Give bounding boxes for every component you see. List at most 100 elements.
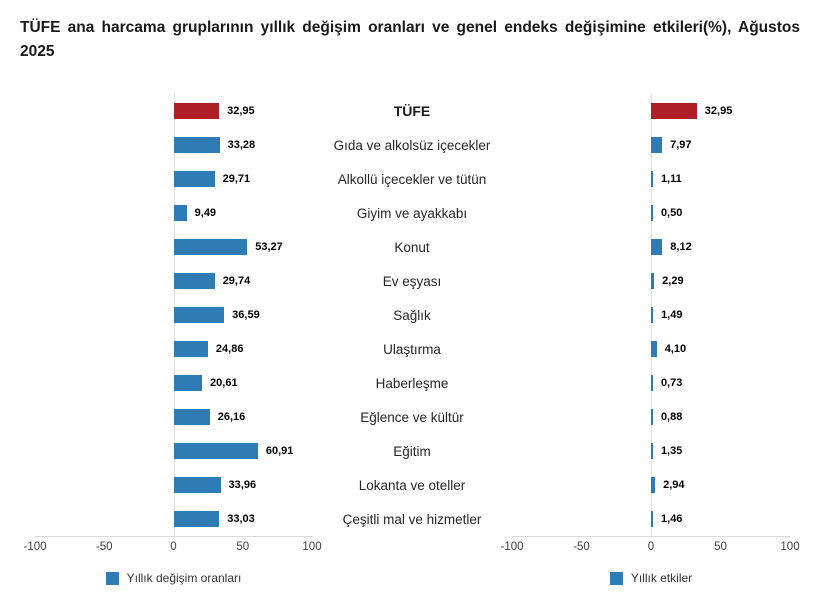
bar-row: 0,88 — [512, 400, 790, 434]
bar-row: 0,50 — [512, 196, 790, 230]
rate-bar — [173, 477, 221, 494]
rate-bar — [173, 511, 220, 528]
rate-bar — [173, 341, 208, 358]
value-label: 36,59 — [232, 309, 260, 322]
bar-row: 9,49 — [35, 196, 312, 230]
rate-bar — [173, 409, 210, 426]
value-label: 0,50 — [660, 207, 683, 220]
value-label: 7,97 — [670, 139, 692, 152]
value-label: 24,86 — [215, 343, 244, 356]
effect-bar — [651, 511, 654, 528]
axis-tick: -100 — [23, 541, 47, 554]
legend-label-rates: Yıllık değişim oranları — [126, 571, 242, 586]
category-labels-column: TÜFE Gıda ve alkolsüz içecekler Alkollü iç… — [312, 94, 512, 585]
axis-tick: -100 — [500, 541, 524, 554]
value-label: 29,71 — [222, 173, 251, 186]
category-label: Haberleşme — [375, 375, 449, 391]
value-label: 33,28 — [227, 139, 256, 152]
category-label: Gıda ve alkolsüz içecekler — [333, 137, 491, 153]
effect-bar — [651, 273, 655, 290]
bar-row: 8,12 — [512, 230, 790, 264]
bar-row: 1,46 — [512, 502, 790, 536]
category-label: Ulaştırma — [383, 341, 441, 357]
effect-bar — [651, 341, 657, 358]
rate-bar — [173, 239, 248, 256]
value-label: 2,94 — [663, 479, 685, 492]
legend-label-effects: Yıllık etkiler — [630, 571, 693, 586]
value-label: 9,49 — [194, 207, 217, 220]
axis-tick: -50 — [95, 541, 113, 554]
bar-row: 2,29 — [512, 264, 790, 298]
charts-area: 32,95 33,28 29,71 9,49 53,27 29,74 36,59 24,86 2… — [23, 94, 818, 585]
category-label: Lokanta ve oteller — [358, 477, 466, 493]
bar-row: 26,16 — [35, 400, 312, 434]
value-label: 33,96 — [228, 479, 257, 492]
rate-bar — [173, 137, 220, 154]
axis-tick: -50 — [573, 541, 590, 554]
bar-row: 29,71 — [35, 162, 312, 196]
bar-row: 29,74 — [35, 264, 312, 298]
legend-effects: Yıllık etkiler — [512, 571, 790, 585]
axis-tick: 100 — [780, 541, 800, 554]
legend-swatch-blue — [105, 571, 119, 585]
value-label: 1,35 — [660, 445, 683, 458]
bar-row: 1,35 — [512, 434, 790, 468]
legend-swatch-blue — [609, 571, 623, 585]
value-label: 60,91 — [265, 445, 294, 458]
rate-bar — [173, 307, 225, 324]
value-label: 53,27 — [255, 241, 283, 254]
category-label: Ev eşyası — [382, 273, 442, 289]
axis-tick: 100 — [302, 541, 322, 554]
effect-bar — [651, 409, 653, 426]
value-label: 1,49 — [661, 309, 683, 322]
value-label: 33,03 — [227, 513, 255, 526]
rates-chart-column: 32,95 33,28 29,71 9,49 53,27 29,74 36,59 24,86 2… — [23, 94, 322, 585]
bar-row: 33,28 — [35, 128, 312, 162]
bar-row: 33,96 — [35, 468, 312, 502]
value-label: 26,16 — [217, 411, 246, 424]
rate-bar — [173, 103, 220, 120]
bar-row: 7,97 — [512, 128, 790, 162]
bar-row: 32,95 — [35, 94, 312, 128]
bar-row: 33,03 — [35, 502, 312, 536]
axis-tick: 50 — [236, 541, 250, 554]
effect-bar — [651, 205, 653, 222]
value-label: 4,10 — [664, 343, 687, 356]
bar-row: 36,59 — [35, 298, 312, 332]
category-label: Alkollü içecekler ve tütün — [337, 171, 487, 187]
effect-bar — [651, 239, 663, 256]
category-label: Sağlık — [393, 307, 431, 323]
rate-bar — [173, 205, 187, 222]
rates-plot: 32,95 33,28 29,71 9,49 53,27 29,74 36,59 24,86 2… — [35, 94, 312, 538]
effect-bar — [651, 477, 656, 494]
value-label: 20,61 — [210, 377, 238, 390]
rates-x-axis: -100 -50 0 50 100 — [23, 541, 321, 563]
value-label: 32,95 — [227, 105, 255, 118]
value-label: 29,74 — [222, 275, 251, 288]
bar-row: 0,73 — [512, 366, 790, 400]
effect-bar — [651, 307, 654, 324]
effects-chart-column: 32,95 7,97 1,11 0,50 8,12 2,29 1,49 4,10 0,73 0,8… — [500, 94, 800, 585]
value-label: 1,11 — [660, 173, 682, 186]
bar-row: 1,49 — [512, 298, 790, 332]
value-label: 0,73 — [660, 377, 683, 390]
category-label: Giyim ve ayakkabı — [356, 205, 468, 221]
bar-row: 20,61 — [35, 366, 312, 400]
bar-row: 4,10 — [512, 332, 790, 366]
bar-row: 24,86 — [35, 332, 312, 366]
value-label: 0,88 — [660, 411, 683, 424]
effect-bar — [651, 375, 653, 392]
effects-x-axis: -100 -50 0 50 100 — [500, 541, 799, 563]
category-label: Eğlence ve kültür — [360, 409, 464, 425]
axis-tick: 0 — [170, 541, 177, 554]
axis-tick: 50 — [714, 541, 727, 554]
chart-title: TÜFE ana harcama gruplarının yıllık deği… — [20, 19, 800, 61]
category-label: TÜFE — [393, 103, 431, 120]
category-label: Konut — [394, 239, 430, 255]
effects-plot: 32,95 7,97 1,11 0,50 8,12 2,29 1,49 4,10 0,73 0,8… — [512, 94, 790, 538]
rate-bar — [173, 443, 258, 460]
effect-bar — [651, 137, 663, 154]
legend-rates: Yıllık değişim oranları — [35, 571, 312, 585]
rate-bar — [173, 273, 215, 290]
